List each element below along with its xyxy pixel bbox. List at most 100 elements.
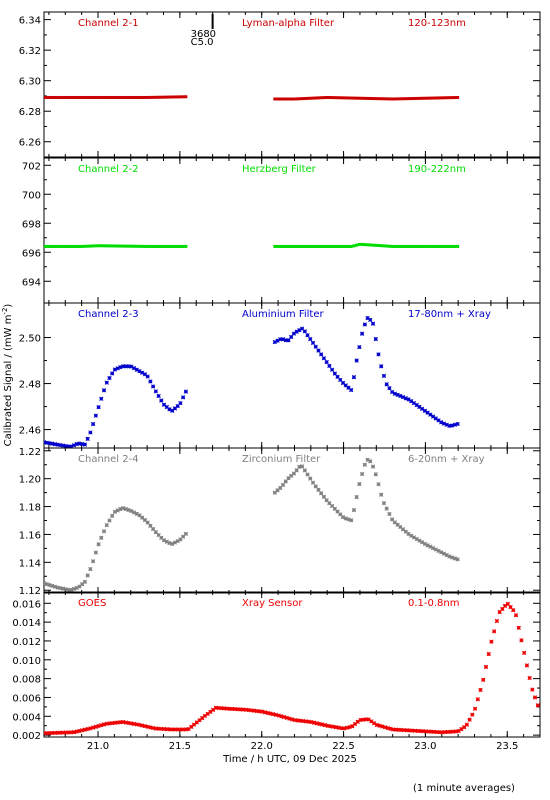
data-point bbox=[428, 96, 432, 100]
data-point bbox=[50, 730, 55, 736]
data-point bbox=[415, 96, 419, 100]
panel-channel-label: Channel 2-1 bbox=[78, 18, 139, 29]
data-point bbox=[409, 97, 413, 101]
data-point bbox=[336, 725, 341, 730]
data-point bbox=[385, 97, 389, 101]
data-point bbox=[50, 244, 54, 248]
data-point bbox=[52, 442, 58, 447]
data-point bbox=[406, 97, 410, 101]
data-point bbox=[290, 717, 295, 722]
data-point bbox=[403, 529, 408, 534]
data-point bbox=[358, 717, 363, 723]
data-point bbox=[392, 391, 398, 396]
data-point bbox=[85, 726, 90, 732]
data-point bbox=[170, 95, 174, 99]
data-point bbox=[428, 544, 433, 549]
data-point bbox=[129, 95, 133, 99]
data-point bbox=[440, 730, 445, 735]
data-point bbox=[96, 405, 101, 410]
data-point bbox=[421, 729, 426, 734]
data-point bbox=[344, 244, 348, 248]
data-point bbox=[467, 717, 472, 722]
data-point bbox=[227, 706, 232, 711]
panel-channel-label: Channel 2-2 bbox=[78, 164, 139, 175]
data-point bbox=[303, 244, 307, 248]
data-point bbox=[297, 244, 301, 248]
data-point bbox=[105, 244, 109, 248]
data-point bbox=[341, 244, 345, 248]
data-point bbox=[298, 718, 303, 723]
data-series bbox=[44, 95, 460, 101]
data-point bbox=[172, 540, 178, 545]
data-point bbox=[101, 722, 107, 727]
data-point bbox=[437, 96, 441, 100]
data-point bbox=[148, 725, 153, 730]
data-point bbox=[426, 96, 430, 100]
data-point bbox=[492, 629, 497, 634]
data-point bbox=[329, 367, 335, 372]
data-point bbox=[404, 244, 408, 248]
data-point bbox=[63, 443, 68, 448]
data-point bbox=[283, 338, 288, 343]
y-tick-label: 0.008 bbox=[12, 675, 41, 686]
data-point bbox=[83, 244, 87, 248]
data-point bbox=[66, 587, 71, 593]
data-point bbox=[88, 244, 92, 248]
data-point bbox=[444, 552, 449, 558]
data-point bbox=[134, 511, 139, 516]
data-point bbox=[181, 244, 185, 248]
data-point bbox=[178, 537, 183, 542]
data-point bbox=[129, 721, 134, 726]
data-point bbox=[80, 728, 85, 733]
data-point bbox=[159, 244, 163, 248]
data-point bbox=[189, 724, 194, 729]
data-point bbox=[143, 95, 147, 99]
data-point bbox=[444, 422, 449, 427]
data-point bbox=[101, 388, 107, 393]
data-point bbox=[132, 95, 136, 99]
data-point bbox=[137, 95, 141, 99]
data-point bbox=[340, 380, 346, 386]
data-point bbox=[456, 95, 460, 99]
data-point bbox=[289, 334, 294, 340]
data-point bbox=[321, 494, 327, 499]
data-point bbox=[344, 96, 348, 100]
data-point bbox=[184, 95, 188, 99]
data-point bbox=[278, 485, 283, 491]
data-point bbox=[69, 244, 73, 248]
data-point bbox=[82, 442, 88, 447]
data-point bbox=[486, 651, 491, 657]
data-point bbox=[131, 721, 137, 727]
data-point bbox=[107, 375, 112, 381]
data-point bbox=[414, 536, 419, 542]
data-series bbox=[44, 457, 460, 593]
data-point bbox=[47, 244, 51, 248]
data-point bbox=[145, 724, 150, 729]
data-point bbox=[513, 613, 519, 618]
data-point bbox=[417, 96, 421, 100]
data-point bbox=[398, 97, 402, 101]
y-tick-label: 6.26 bbox=[19, 138, 41, 149]
data-point bbox=[159, 95, 163, 99]
data-point bbox=[453, 729, 459, 734]
data-point bbox=[61, 95, 65, 99]
data-point bbox=[246, 707, 251, 713]
data-point bbox=[140, 723, 145, 728]
data-point bbox=[126, 364, 131, 369]
data-point bbox=[156, 532, 161, 538]
data-point bbox=[153, 530, 159, 535]
data-point bbox=[428, 412, 433, 417]
data-point bbox=[268, 711, 273, 716]
data-point bbox=[279, 714, 284, 719]
data-point bbox=[150, 384, 156, 389]
data-point bbox=[99, 535, 104, 540]
data-point bbox=[388, 726, 393, 731]
data-point bbox=[370, 464, 376, 469]
data-point bbox=[478, 687, 483, 693]
data-point bbox=[140, 515, 145, 520]
data-point bbox=[423, 244, 427, 248]
data-point bbox=[385, 725, 390, 731]
data-point bbox=[352, 721, 358, 727]
data-point bbox=[374, 97, 378, 101]
